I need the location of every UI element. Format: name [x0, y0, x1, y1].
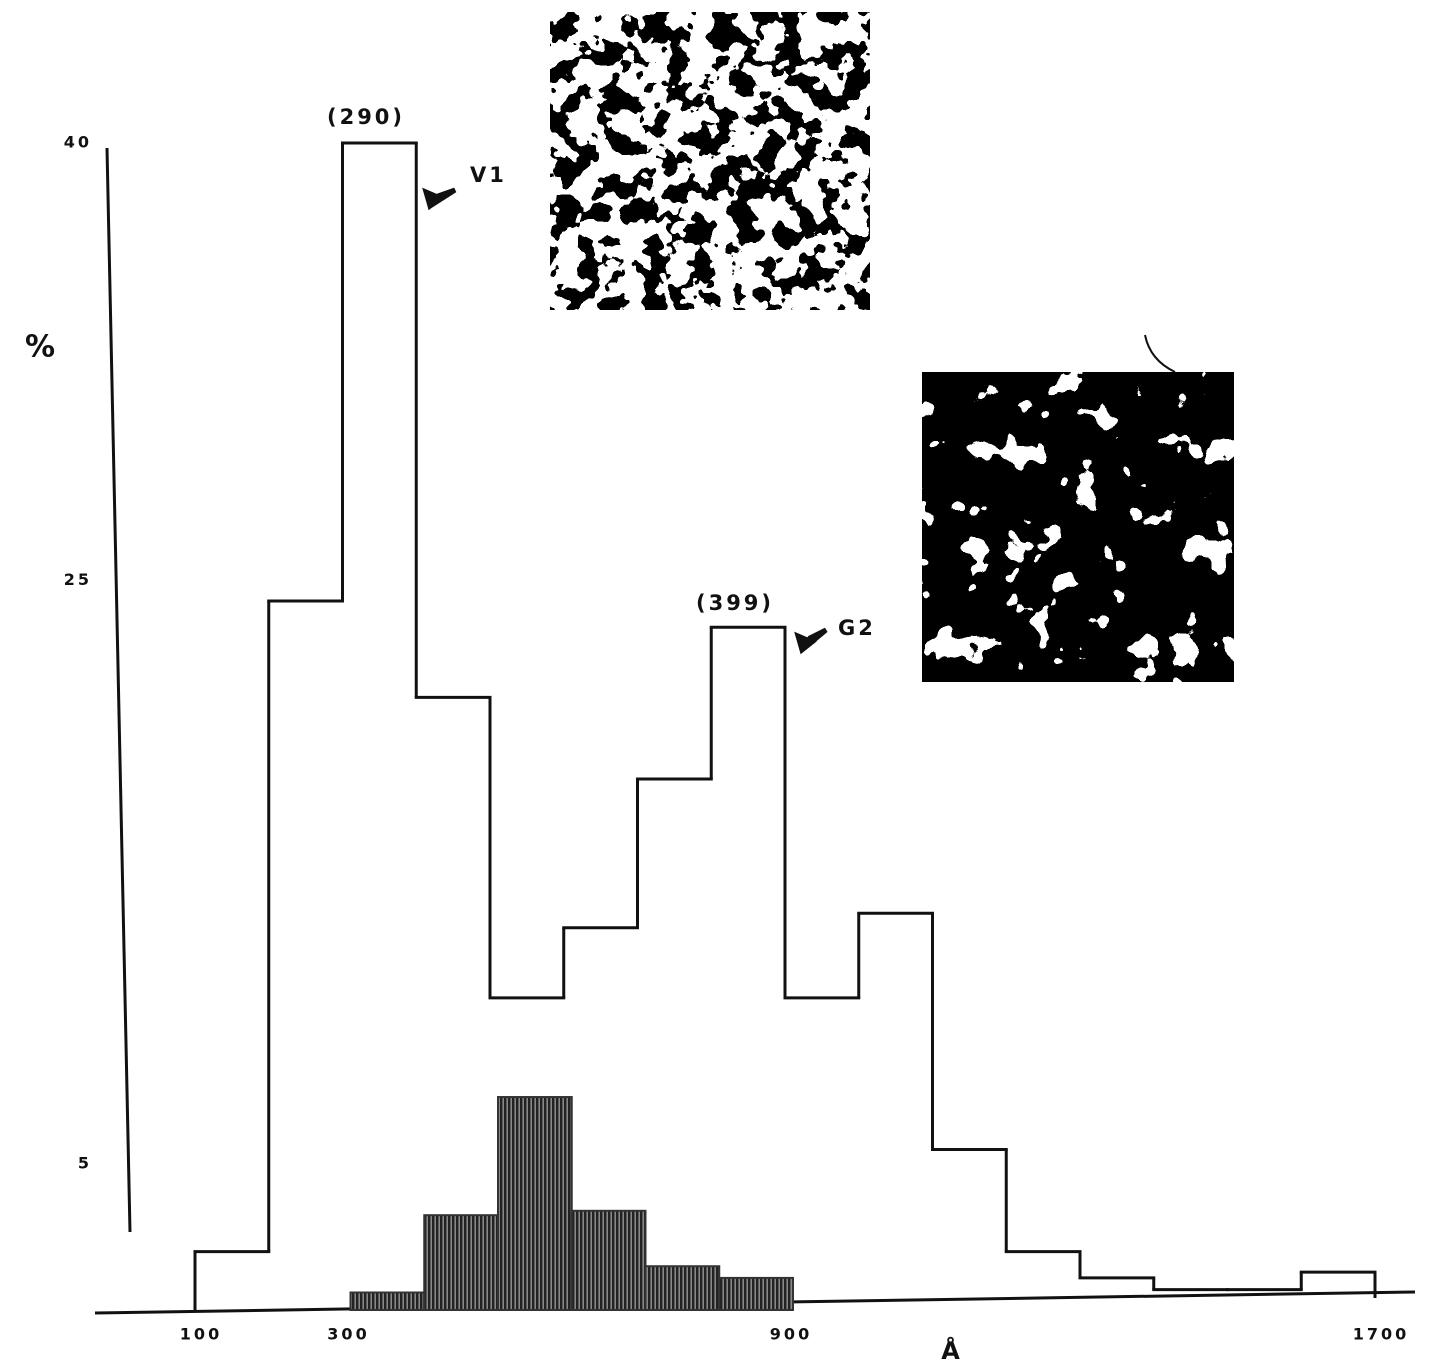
y-tick-label: 5 — [78, 1154, 92, 1173]
arrow — [422, 187, 457, 211]
arrow — [794, 627, 828, 655]
micrograph-top — [550, 12, 870, 310]
bar — [423, 1214, 499, 1312]
bar — [718, 1276, 794, 1311]
annotation: G2 — [838, 616, 876, 640]
y-tick-label: 40 — [64, 133, 92, 152]
annotation: (399) — [696, 591, 774, 615]
x-axis-label: Å — [941, 1336, 963, 1365]
y-tick-label: 25 — [64, 570, 92, 589]
bar — [570, 1209, 647, 1312]
annotation: (290) — [327, 105, 405, 129]
x-tick-label: 300 — [327, 1325, 369, 1344]
bar — [497, 1096, 573, 1311]
x-tick-label: 1700 — [1353, 1325, 1410, 1344]
y-axis-line — [105, 147, 132, 1233]
micrograph-right — [922, 334, 1234, 682]
annotation: V1 — [470, 163, 507, 187]
x-tick-label: 100 — [180, 1325, 222, 1344]
bar — [349, 1291, 426, 1311]
bar — [644, 1265, 721, 1312]
x-tick-label: 900 — [770, 1325, 812, 1344]
y-axis-label: % — [25, 330, 58, 365]
